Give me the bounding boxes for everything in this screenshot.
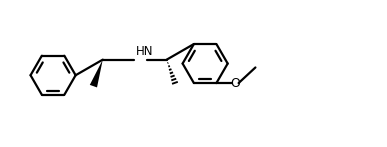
Text: HN: HN	[136, 45, 153, 58]
Polygon shape	[90, 60, 103, 87]
Text: O: O	[230, 77, 240, 90]
